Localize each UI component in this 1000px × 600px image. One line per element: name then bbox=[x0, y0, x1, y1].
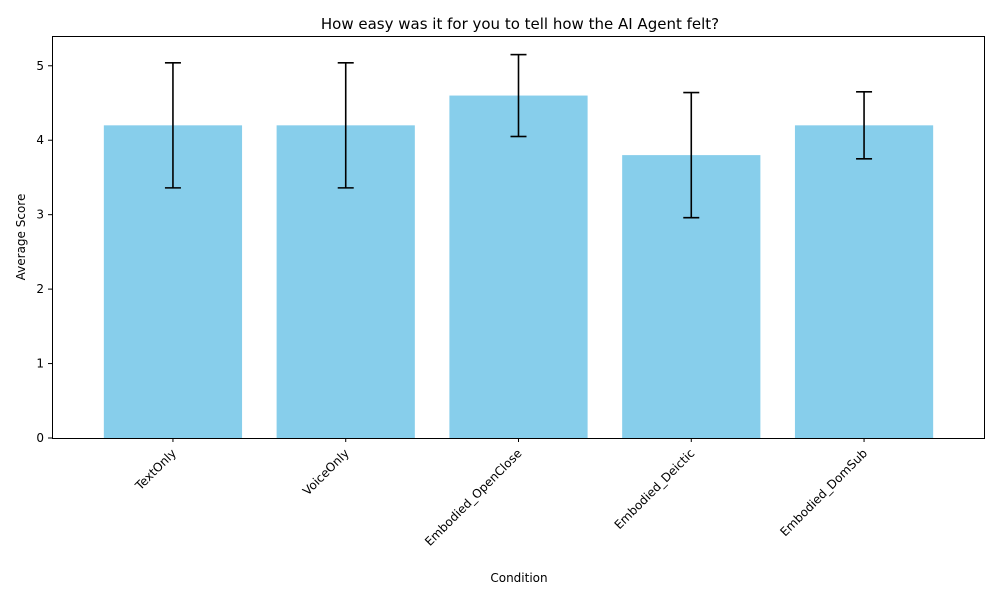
y-axis-title: Average Score bbox=[14, 194, 28, 281]
bar-Embodied_DomSub bbox=[794, 125, 934, 438]
x-tick-label-TextOnly: TextOnly bbox=[132, 446, 179, 493]
y-tick-label-2: 2 bbox=[36, 282, 44, 296]
x-tick-label-Embodied_DomSub: Embodied_DomSub bbox=[777, 446, 870, 539]
y-tick-label-3: 3 bbox=[36, 208, 44, 222]
y-tick-label-5: 5 bbox=[36, 59, 44, 73]
bar-Embodied_OpenClose bbox=[449, 95, 588, 439]
x-tick-label-Embodied_OpenClose: Embodied_OpenClose bbox=[422, 446, 524, 548]
x-axis-title: Condition bbox=[490, 571, 547, 585]
x-tick-label-Embodied_Deictic: Embodied_Deictic bbox=[612, 446, 698, 532]
chart-title: How easy was it for you to tell how the … bbox=[321, 15, 719, 33]
plot-area: TextOnly VoiceOnly Embodied_OpenClose Embod… bbox=[36, 53, 934, 549]
y-tick-label-4: 4 bbox=[36, 133, 44, 147]
y-tick-label-0: 0 bbox=[36, 431, 44, 445]
axes-frame bbox=[52, 36, 985, 439]
y-tick-label-1: 1 bbox=[36, 357, 44, 371]
x-tick-label-VoiceOnly: VoiceOnly bbox=[300, 446, 352, 498]
